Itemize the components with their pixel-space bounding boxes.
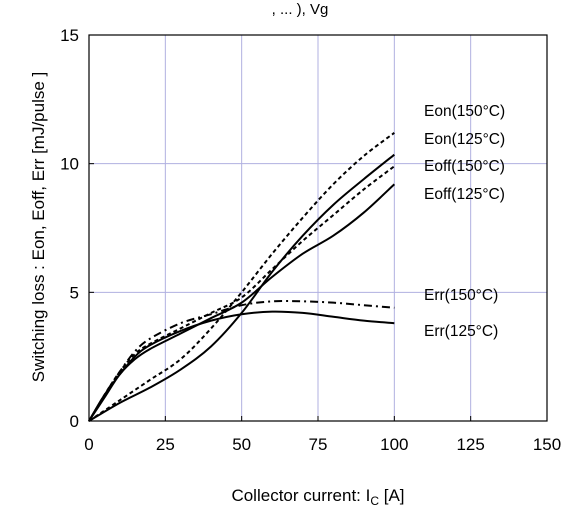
x-ticks: 0 25 50 75 100 125 150 [84,416,561,454]
annotation-eoff-150-c: Eoff(150°C) [424,158,505,175]
x-axis-label-main: Collector current: I [231,486,370,505]
x-tick-label: 50 [232,435,251,454]
top-clipped-text: , ... ), Vg [272,1,329,18]
series-line-eon-125-c [88,153,395,422]
x-tick-label: 150 [533,435,561,454]
y-ticks: 0 5 10 15 [60,26,94,431]
annotations: Eon(150°C) Eon(125°C) Eoff(150°C) Eoff(125°… [424,103,505,340]
x-axis-label-sub: C [370,494,379,508]
y-tick-label: 10 [60,155,79,174]
series-lines [88,131,396,422]
x-tick-label: 0 [84,435,93,454]
annotation-err-125-c: Err(125°C) [424,323,498,340]
x-tick-label: 25 [156,435,175,454]
y-tick-label: 15 [60,26,79,45]
x-tick-label: 75 [309,435,328,454]
annotation-err-150-c: Err(150°C) [424,287,498,304]
y-axis-label: Switching loss : Eon, Eoff, Err [mJ/puls… [29,72,48,383]
x-axis-label-unit: [A] [379,486,405,505]
series-line-err-150-c [88,300,395,422]
y-tick-label: 0 [70,412,79,431]
annotation-eoff-125-c: Eoff(125°C) [424,186,505,203]
y-tick-label: 5 [70,283,79,302]
grid [89,35,547,421]
annotation-eon-150-c: Eon(150°C) [424,103,505,120]
series-line-err-125-c [88,310,395,422]
annotation-eon-125-c: Eon(125°C) [424,131,505,148]
x-tick-label: 100 [380,435,408,454]
x-tick-label: 125 [456,435,484,454]
x-axis-label: Collector current: IC [A] [231,486,404,508]
